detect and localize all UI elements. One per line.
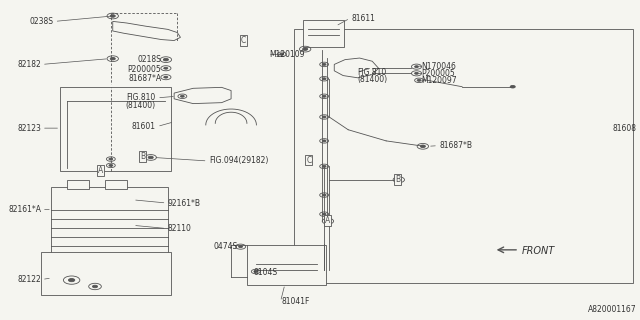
- Text: A820001167: A820001167: [588, 305, 636, 314]
- Circle shape: [164, 76, 168, 78]
- Text: 82182: 82182: [17, 60, 41, 69]
- Circle shape: [322, 78, 326, 80]
- Text: FIG.810: FIG.810: [126, 93, 155, 102]
- Circle shape: [109, 164, 113, 166]
- Text: M120097: M120097: [421, 76, 456, 85]
- FancyBboxPatch shape: [303, 20, 344, 47]
- Circle shape: [322, 140, 326, 142]
- Text: A: A: [325, 216, 330, 225]
- Circle shape: [325, 220, 330, 222]
- Circle shape: [110, 15, 115, 17]
- Circle shape: [322, 194, 326, 196]
- FancyBboxPatch shape: [294, 29, 633, 283]
- Text: 82123: 82123: [17, 124, 41, 132]
- Circle shape: [68, 278, 75, 282]
- Text: 81041F: 81041F: [282, 297, 310, 306]
- Circle shape: [93, 285, 97, 288]
- Circle shape: [396, 179, 401, 181]
- Text: B: B: [395, 175, 400, 184]
- Text: C: C: [241, 36, 246, 45]
- Circle shape: [420, 145, 426, 148]
- Text: 82122: 82122: [17, 275, 41, 284]
- Text: FIG.810: FIG.810: [358, 68, 387, 77]
- Circle shape: [322, 116, 326, 118]
- Text: (81400): (81400): [358, 75, 388, 84]
- Text: 0474S: 0474S: [213, 242, 237, 251]
- Text: 0218S: 0218S: [138, 55, 161, 64]
- Text: 81687*B: 81687*B: [440, 141, 473, 150]
- Circle shape: [415, 66, 419, 68]
- Text: P200005: P200005: [128, 65, 161, 74]
- Text: FIG.094(29182): FIG.094(29182): [209, 156, 268, 165]
- FancyBboxPatch shape: [41, 252, 171, 295]
- Text: M120109: M120109: [269, 50, 305, 59]
- Text: 81687*A: 81687*A: [129, 74, 161, 83]
- Text: A: A: [97, 166, 102, 175]
- Circle shape: [510, 85, 515, 88]
- FancyBboxPatch shape: [60, 87, 171, 171]
- Circle shape: [322, 213, 326, 215]
- Text: B: B: [140, 152, 145, 161]
- Text: 92161*B: 92161*B: [168, 198, 201, 207]
- Text: 81608: 81608: [612, 124, 636, 132]
- Text: 0238S: 0238S: [30, 17, 54, 26]
- Circle shape: [322, 63, 326, 65]
- Circle shape: [148, 156, 153, 159]
- Text: 81601: 81601: [131, 122, 155, 131]
- Circle shape: [164, 67, 168, 69]
- Circle shape: [322, 165, 326, 167]
- Text: 82161*A: 82161*A: [8, 205, 41, 214]
- Text: FRONT: FRONT: [522, 246, 556, 256]
- Circle shape: [110, 57, 115, 60]
- Text: 82110: 82110: [168, 224, 191, 233]
- Circle shape: [109, 158, 113, 160]
- FancyBboxPatch shape: [104, 180, 127, 189]
- Text: 81611: 81611: [351, 14, 375, 23]
- Circle shape: [280, 53, 284, 55]
- Text: 0104S: 0104S: [253, 268, 277, 277]
- Circle shape: [254, 270, 258, 272]
- FancyBboxPatch shape: [51, 187, 168, 256]
- Text: P200005: P200005: [421, 69, 454, 78]
- Circle shape: [417, 79, 421, 81]
- Circle shape: [239, 246, 243, 248]
- Text: C: C: [307, 156, 312, 164]
- Circle shape: [303, 48, 308, 50]
- Circle shape: [415, 72, 419, 74]
- Text: N170046: N170046: [421, 61, 456, 70]
- Text: (81400): (81400): [125, 101, 155, 110]
- FancyBboxPatch shape: [247, 245, 326, 285]
- FancyBboxPatch shape: [67, 180, 89, 189]
- Circle shape: [322, 95, 326, 97]
- Circle shape: [180, 95, 184, 97]
- Circle shape: [163, 58, 168, 61]
